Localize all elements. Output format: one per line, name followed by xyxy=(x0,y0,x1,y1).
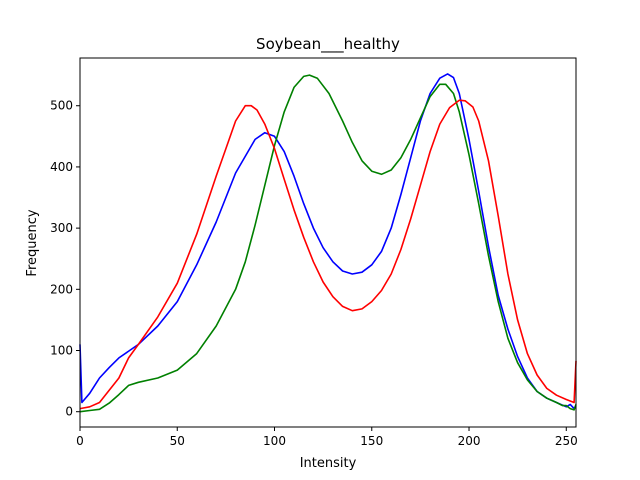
x-tick-label: 200 xyxy=(458,434,481,448)
series-line-3 xyxy=(79,99,577,410)
y-tick-label: 0 xyxy=(65,405,73,419)
y-tick-label: 100 xyxy=(50,344,73,358)
x-tick-label: 0 xyxy=(76,434,84,448)
y-tick-label: 200 xyxy=(50,282,73,296)
y-tick-label: 400 xyxy=(50,160,73,174)
series-line-1 xyxy=(79,73,577,410)
x-tick-label: 250 xyxy=(555,434,578,448)
y-tick-label: 500 xyxy=(50,99,73,113)
x-axis-ticks: 0 50 100 150 200 250 xyxy=(76,427,578,448)
x-tick-label: 150 xyxy=(360,434,383,448)
plot-frame xyxy=(79,57,577,428)
series-layer xyxy=(79,73,577,413)
chart-title: Soybean___healthy xyxy=(256,35,400,54)
x-axis-label: Intensity xyxy=(300,456,357,471)
y-tick-label: 300 xyxy=(50,221,73,235)
y-axis-label: Frequency xyxy=(25,209,40,276)
x-tick-label: 100 xyxy=(263,434,286,448)
x-tick-label: 50 xyxy=(170,434,185,448)
series-line-2 xyxy=(79,74,577,413)
y-axis-ticks: 0 100 200 300 400 500 xyxy=(50,99,80,419)
